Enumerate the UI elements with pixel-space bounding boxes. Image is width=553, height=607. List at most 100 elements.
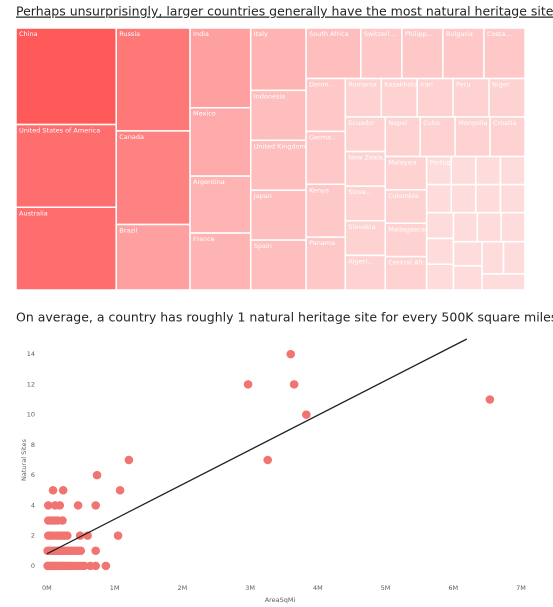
cell-label: Portugal — [430, 159, 457, 167]
treemap-cell — [481, 273, 526, 291]
scatter-point — [485, 395, 495, 404]
y-tick-label: 10 — [27, 411, 35, 419]
treemap-cell — [189, 27, 252, 109]
cell-label: Kazakhstan — [384, 81, 421, 89]
treemap-cell — [249, 139, 307, 191]
cell-label: Romania — [348, 81, 376, 89]
y-axis-title: Natural Sites — [20, 438, 28, 481]
treemap-cell — [305, 236, 347, 291]
x-tick-label: 6M — [448, 584, 458, 592]
cell-label: Denm... — [309, 81, 335, 89]
scatter-point — [302, 410, 311, 419]
treemap-cell — [442, 27, 485, 80]
treemap-cell — [305, 77, 347, 133]
treemap-cell — [189, 106, 252, 177]
treemap-cell — [488, 77, 526, 118]
cell-label: Ecuador — [348, 119, 375, 127]
treemap-cell — [249, 239, 307, 291]
treemap-cell — [475, 183, 502, 214]
y-tick-label: 4 — [31, 501, 35, 509]
cell-label: Mongolia — [458, 119, 487, 127]
treemap-cell — [450, 155, 477, 186]
scatter-point — [263, 455, 273, 465]
y-tick-label: 0 — [31, 562, 35, 570]
cell-label: United Kingdom — [254, 142, 306, 150]
scatter-point — [73, 501, 83, 510]
cell-label: Mexico — [193, 110, 216, 118]
cell-label: China — [19, 30, 38, 38]
treemap-cell — [360, 27, 403, 80]
treemap-cell — [481, 240, 505, 275]
scatter-point — [55, 501, 65, 510]
cell-label: Argentina — [193, 178, 225, 186]
cell-label: Panama — [309, 239, 335, 247]
scatter-point — [79, 561, 89, 571]
y-tick-label: 6 — [31, 471, 35, 479]
treemap-cell — [115, 223, 191, 291]
scatter-title: On average, a country has roughly 1 natu… — [16, 310, 553, 325]
treemap-cell — [15, 123, 117, 209]
treemap-cell — [115, 27, 191, 132]
treemap-cell — [450, 183, 477, 214]
treemap-cell — [489, 116, 526, 158]
treemap-cell — [189, 175, 252, 234]
treemap-cell — [476, 211, 502, 243]
x-tick-label: 7M — [516, 584, 526, 592]
x-tick-label: 2M — [178, 584, 188, 592]
treemap-cell — [416, 77, 454, 118]
treemap-cell — [305, 183, 347, 238]
cell-label: India — [193, 30, 209, 38]
x-tick-label: 5M — [381, 584, 391, 592]
treemap-cell — [15, 206, 117, 291]
y-tick-label: 2 — [31, 532, 35, 540]
x-tick-label: 0M — [42, 584, 52, 592]
cell-label: Croatia — [493, 119, 516, 127]
y-tick-label: 14 — [27, 350, 35, 358]
cell-label: Switzerl... — [364, 30, 396, 38]
treemap-cell — [425, 237, 455, 265]
cell-label: Iran — [420, 81, 433, 89]
x-axis-title: AreaSqMi — [265, 596, 296, 604]
treemap-cell — [425, 263, 455, 291]
scatter-point — [101, 561, 111, 571]
cell-label: Peru — [456, 81, 470, 89]
cell-label: New Zeala... — [348, 154, 389, 162]
cell-label: Japan — [253, 192, 272, 200]
x-tick-label: 1M — [110, 584, 120, 592]
scatter-point — [113, 531, 123, 540]
x-tick-label: 3M — [245, 584, 255, 592]
cell-label: South Africa — [309, 30, 349, 38]
cell-label: Colombia — [388, 192, 419, 200]
treemap-cell — [425, 155, 452, 186]
cell-label: Bulgaria — [446, 30, 473, 38]
cell-label: Indonesia — [254, 92, 285, 100]
treemap-title: Perhaps unsurprisingly, larger countries… — [16, 4, 553, 19]
cell-label: France — [193, 235, 215, 243]
treemap-cell — [189, 232, 252, 291]
scatter-point — [91, 546, 100, 556]
scatter-point — [115, 485, 125, 495]
treemap-cell — [419, 116, 456, 158]
cell-label: Philipp... — [405, 30, 433, 38]
trend-line — [46, 338, 468, 555]
cell-label: Australia — [19, 209, 48, 217]
treemap-cell — [499, 183, 526, 214]
treemap-cell — [499, 155, 526, 186]
cell-label: Italy — [254, 30, 268, 38]
cell-label: Canada — [119, 133, 144, 141]
x-tick-label: 4M — [313, 584, 323, 592]
y-tick-label: 12 — [27, 380, 35, 388]
treemap-cell — [425, 183, 452, 214]
scatter-point — [62, 531, 72, 540]
treemap-cell — [384, 255, 428, 291]
treemap-cell — [380, 77, 418, 118]
cell-label: Kenya — [309, 186, 329, 194]
scatter-point — [91, 561, 100, 571]
treemap-cell — [452, 211, 479, 243]
cell-label: Slove... — [348, 188, 372, 196]
cell-label: Costa... — [487, 30, 512, 38]
scatter-point — [48, 485, 58, 495]
scatter-point — [58, 485, 68, 495]
cell-label: Slovakia — [348, 223, 375, 231]
cell-label: Germa... — [309, 133, 337, 141]
